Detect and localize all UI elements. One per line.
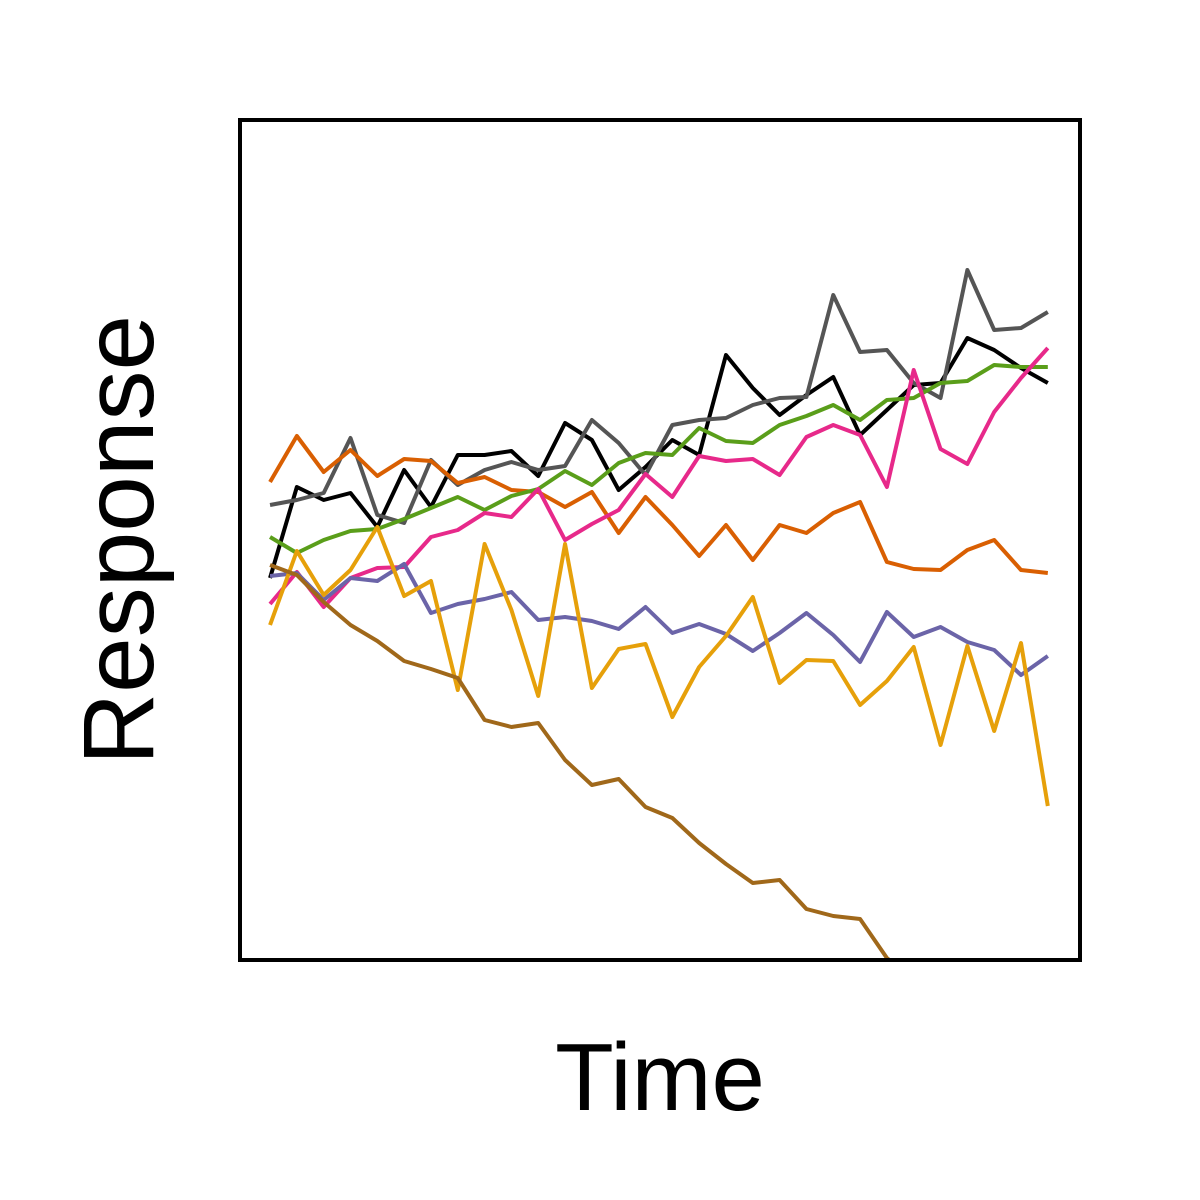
series-line xyxy=(268,525,1050,807)
x-axis-label: Time xyxy=(555,1024,765,1131)
series-line xyxy=(269,563,893,960)
y-axis-label: Response xyxy=(63,315,175,765)
plot-frame xyxy=(238,118,1082,962)
series-line xyxy=(268,336,1049,579)
series-line xyxy=(269,363,1048,555)
series-line xyxy=(268,434,1049,575)
series-line xyxy=(269,562,1049,677)
plot-area xyxy=(268,268,1050,960)
